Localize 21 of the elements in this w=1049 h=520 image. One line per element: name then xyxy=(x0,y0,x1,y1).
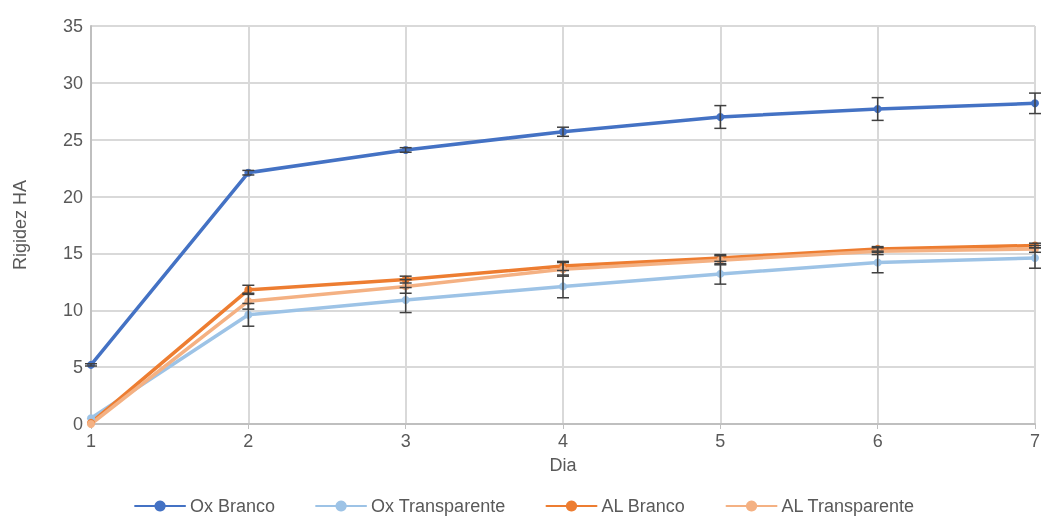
legend-label: Ox Transparente xyxy=(371,496,506,516)
y-tick-label: 5 xyxy=(72,357,83,378)
y-tick-label: 30 xyxy=(62,72,83,93)
x-tick-label: 7 xyxy=(1029,431,1041,451)
legend-label: Ox Branco xyxy=(190,496,276,516)
y-tick-label: 25 xyxy=(62,129,83,150)
y-tick-label: 35 xyxy=(62,16,83,36)
x-tick-label: 1 xyxy=(85,431,97,451)
legend-label: AL Branco xyxy=(601,496,685,516)
x-tick-label: 5 xyxy=(715,431,726,451)
y-tick-label: 10 xyxy=(62,300,83,321)
x-axis-title: Dia xyxy=(549,455,578,475)
y-tick-label: 20 xyxy=(62,186,83,207)
y-axis-title: Rigidez HA xyxy=(10,179,30,271)
x-tick-label: 3 xyxy=(400,431,411,451)
y-tick-label: 15 xyxy=(62,243,83,264)
x-tick-label: 2 xyxy=(243,431,254,451)
legend-label: AL Transparente xyxy=(781,496,914,516)
y-tick-label: 0 xyxy=(72,414,83,434)
x-tick-label: 4 xyxy=(557,431,569,451)
x-tick-label: 6 xyxy=(872,431,883,451)
